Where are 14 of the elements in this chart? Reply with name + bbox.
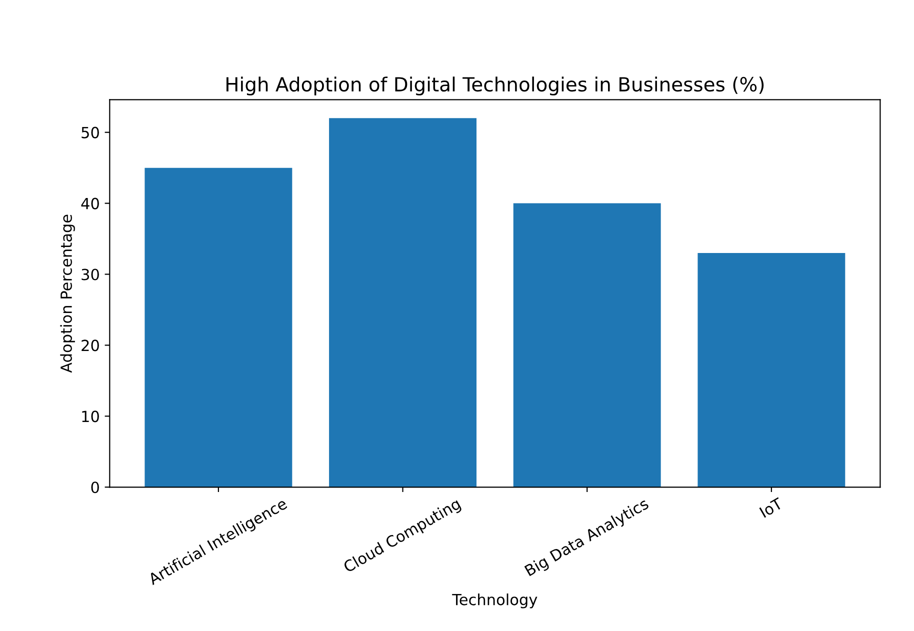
- x-tick-label: IoT: [759, 497, 784, 518]
- y-axis-title: Adoption Percentage: [60, 214, 75, 373]
- bar: [329, 118, 476, 488]
- x-axis-title: Technology: [452, 594, 538, 608]
- y-tick-label: 0: [91, 482, 99, 494]
- y-tick-label: 20: [82, 340, 99, 352]
- y-tick-label: 50: [82, 126, 99, 138]
- y-tick-label: 40: [81, 198, 99, 210]
- bar: [513, 203, 661, 488]
- bar: [698, 252, 846, 488]
- bar: [144, 168, 292, 488]
- y-tick-label: 10: [82, 410, 99, 422]
- chart-title: High Adoption of Digital Technologies in Businesses (%): [226, 76, 764, 96]
- y-tick-label: 30: [82, 268, 99, 280]
